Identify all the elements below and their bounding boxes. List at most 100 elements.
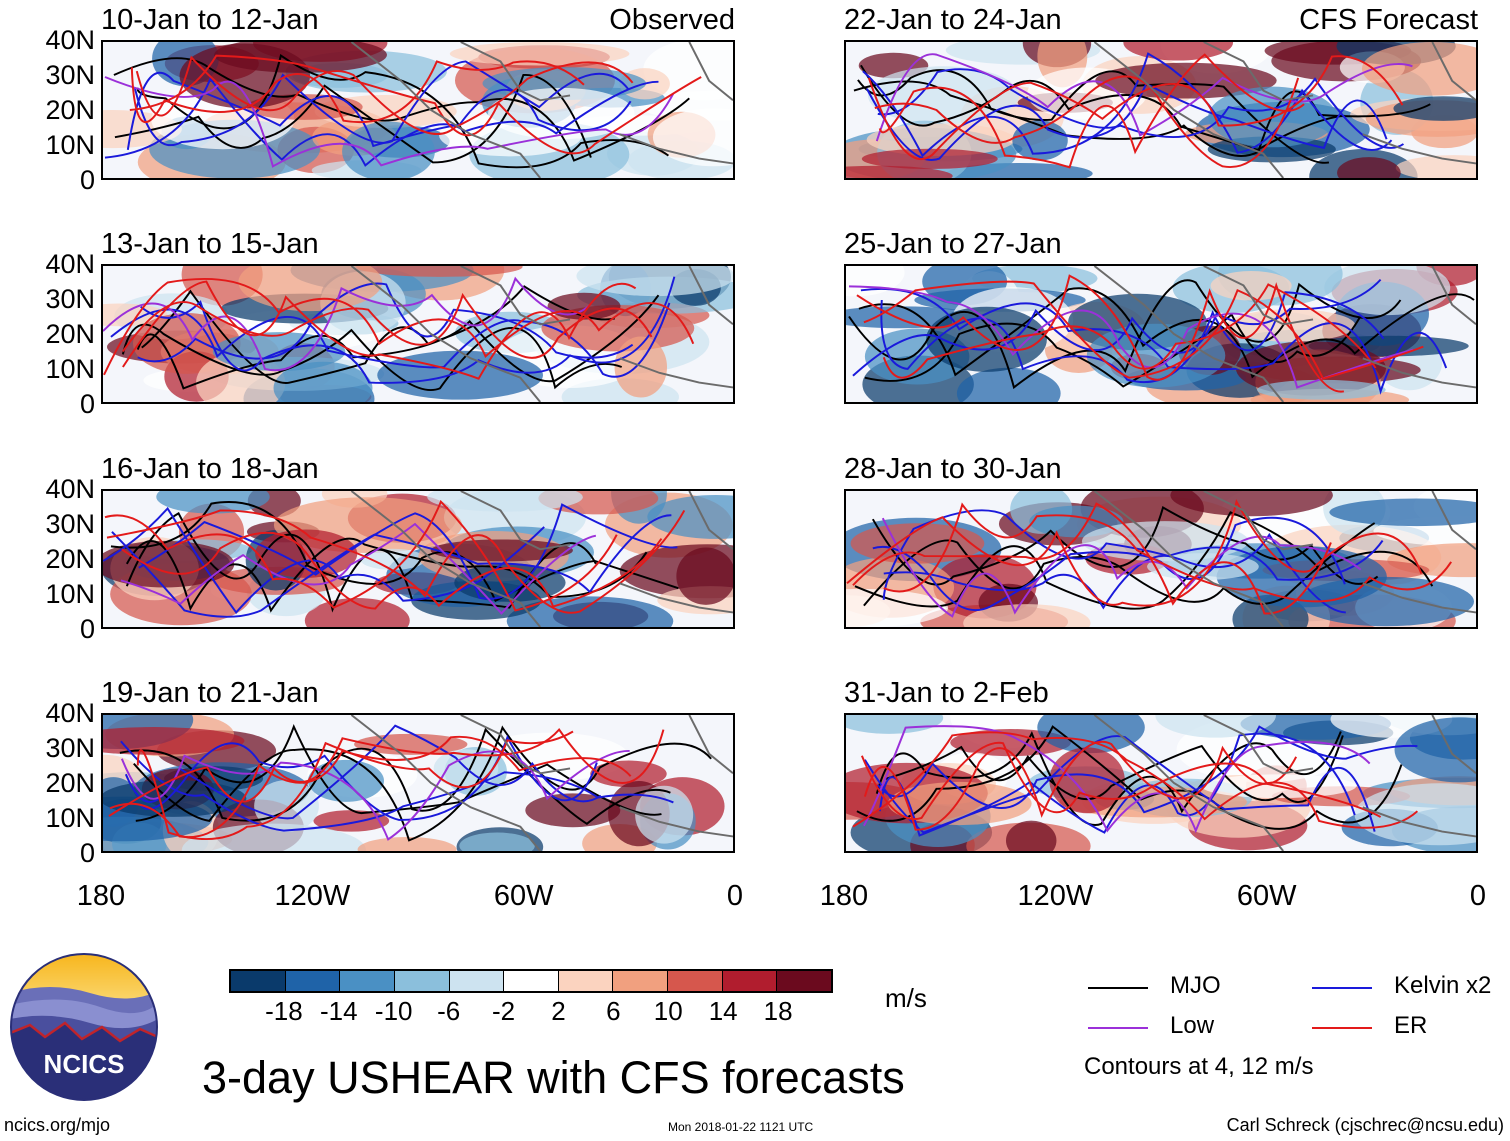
- svg-text:NCICS: NCICS: [44, 1049, 125, 1079]
- shear-anomaly-blob: [488, 87, 635, 140]
- contour-kelvin-x2: [877, 68, 1405, 149]
- shear-anomaly-blob: [254, 780, 319, 832]
- contour-er: [130, 60, 585, 123]
- lat-tick-label: 40N: [45, 698, 95, 728]
- colorbar-swatch: [449, 971, 505, 991]
- contour-mjo: [141, 285, 615, 384]
- lon-tick-label: 120W: [1017, 880, 1094, 912]
- contour-kelvin-x2: [880, 291, 1385, 384]
- colorbar-tick-label: 18: [763, 996, 793, 1026]
- colorbar-tick-label: 2: [551, 996, 566, 1026]
- contour-mjo: [864, 312, 1361, 388]
- contour-er: [103, 277, 695, 376]
- panel-title: 13-Jan to 15-Jan: [101, 228, 319, 260]
- contour-er: [136, 730, 574, 841]
- shear-anomaly-blob: [525, 793, 621, 828]
- shear-anomaly-blob: [846, 165, 953, 178]
- contour-kelvin-x2: [865, 82, 1388, 161]
- contour-kelvin-x2: [104, 76, 659, 167]
- shear-field: [103, 42, 733, 178]
- contour-er: [846, 499, 1423, 607]
- panel-title: 31-Jan to 2-Feb: [844, 677, 1049, 709]
- panel-title: 25-Jan to 27-Jan: [844, 228, 1062, 260]
- map-panel: [844, 713, 1478, 853]
- contour-mjo: [119, 727, 671, 825]
- contour-er: [856, 274, 1345, 393]
- colorbar-swatch: [558, 971, 614, 991]
- shear-field: [846, 715, 1476, 851]
- lon-tick-label: 60W: [1236, 880, 1297, 912]
- coastline: [350, 42, 733, 178]
- contour-note: Contours at 4, 12 m/s: [1084, 1053, 1314, 1080]
- site-link[interactable]: ncics.org/mjo: [4, 1115, 111, 1135]
- coastline: [1093, 266, 1476, 402]
- lat-tick-label: 30N: [45, 60, 95, 90]
- contour-er: [135, 55, 634, 136]
- lon-tick-label: 0: [726, 880, 744, 912]
- legend-swatch: [1312, 987, 1372, 989]
- lon-tick-label: 180: [76, 880, 126, 912]
- contour-mjo: [121, 323, 623, 391]
- map-panel: [844, 40, 1478, 180]
- panel-source-label: Observed: [609, 4, 735, 36]
- contour-er: [852, 731, 1419, 829]
- contour-mjo: [136, 294, 660, 390]
- shear-anomaly-blob: [238, 266, 383, 312]
- units-label: m/s: [885, 983, 927, 1013]
- colorbar-swatch: [722, 971, 778, 991]
- lat-tick-label: 20N: [45, 95, 95, 125]
- ncics-logo: NCICS: [10, 953, 158, 1101]
- contour-mjo: [125, 511, 597, 613]
- shear-anomaly-blob: [133, 313, 241, 374]
- lat-tick-label: 0: [79, 614, 95, 644]
- shear-anomaly-blob: [963, 604, 1091, 627]
- shear-anomaly-blob: [430, 539, 573, 562]
- contour-er: [852, 502, 1332, 615]
- colorbar-swatch: [777, 971, 832, 991]
- shear-anomaly-blob: [273, 361, 373, 402]
- lat-tick-label: 40N: [45, 474, 95, 504]
- colorbar-tick-label: -2: [491, 996, 516, 1026]
- colorbar-swatch: [231, 971, 286, 991]
- contour-mjo: [860, 64, 1345, 151]
- lat-tick-label: 20N: [45, 319, 95, 349]
- author-credit: Carl Schreck (cjschrec@ncsu.edu): [1226, 1115, 1504, 1135]
- lat-tick-label: 30N: [45, 284, 95, 314]
- shear-anomaly-blob: [676, 547, 733, 605]
- shear-anomaly-blob: [1393, 96, 1476, 121]
- shear-anomaly-blob: [1170, 491, 1333, 517]
- contour-low: [120, 522, 597, 615]
- legend-label: MJO: [1170, 972, 1221, 999]
- lat-tick-label: 40N: [45, 25, 95, 55]
- shear-anomaly-blob: [1361, 42, 1476, 96]
- map-panel: [101, 40, 735, 180]
- shear-field: [103, 715, 733, 851]
- contour-kelvin-x2: [878, 732, 1356, 837]
- shear-anomaly-blob: [1049, 747, 1125, 814]
- contour-er: [122, 292, 653, 359]
- panel-source-label: CFS Forecast: [1299, 4, 1478, 36]
- shear-field: [846, 266, 1476, 402]
- contour-er: [104, 499, 618, 612]
- shear-anomaly-blob: [1394, 717, 1476, 783]
- contour-er: [106, 509, 686, 614]
- shear-field: [103, 266, 733, 402]
- colorbar: [229, 969, 833, 993]
- lat-tick-label: 0: [79, 165, 95, 195]
- contour-kelvin-x2: [862, 52, 1393, 158]
- panel-title: 10-Jan to 12-Jan: [101, 4, 319, 36]
- coastline: [1093, 715, 1476, 851]
- shear-anomaly-blob: [103, 727, 245, 755]
- colorbar-tick-label: -6: [437, 996, 461, 1026]
- contour-er: [129, 54, 702, 155]
- legend-swatch: [1088, 1027, 1148, 1029]
- lon-tick-label: 120W: [274, 880, 351, 912]
- map-panel: [844, 489, 1478, 629]
- timestamp: Mon 2018-01-22 1121 UTC: [668, 1120, 814, 1134]
- contour-low: [875, 53, 1413, 142]
- legend-label: Kelvin x2: [1394, 972, 1492, 999]
- coastline: [350, 715, 733, 851]
- lat-tick-label: 10N: [45, 579, 95, 609]
- map-panel: [101, 489, 735, 629]
- colorbar-swatch: [394, 971, 450, 991]
